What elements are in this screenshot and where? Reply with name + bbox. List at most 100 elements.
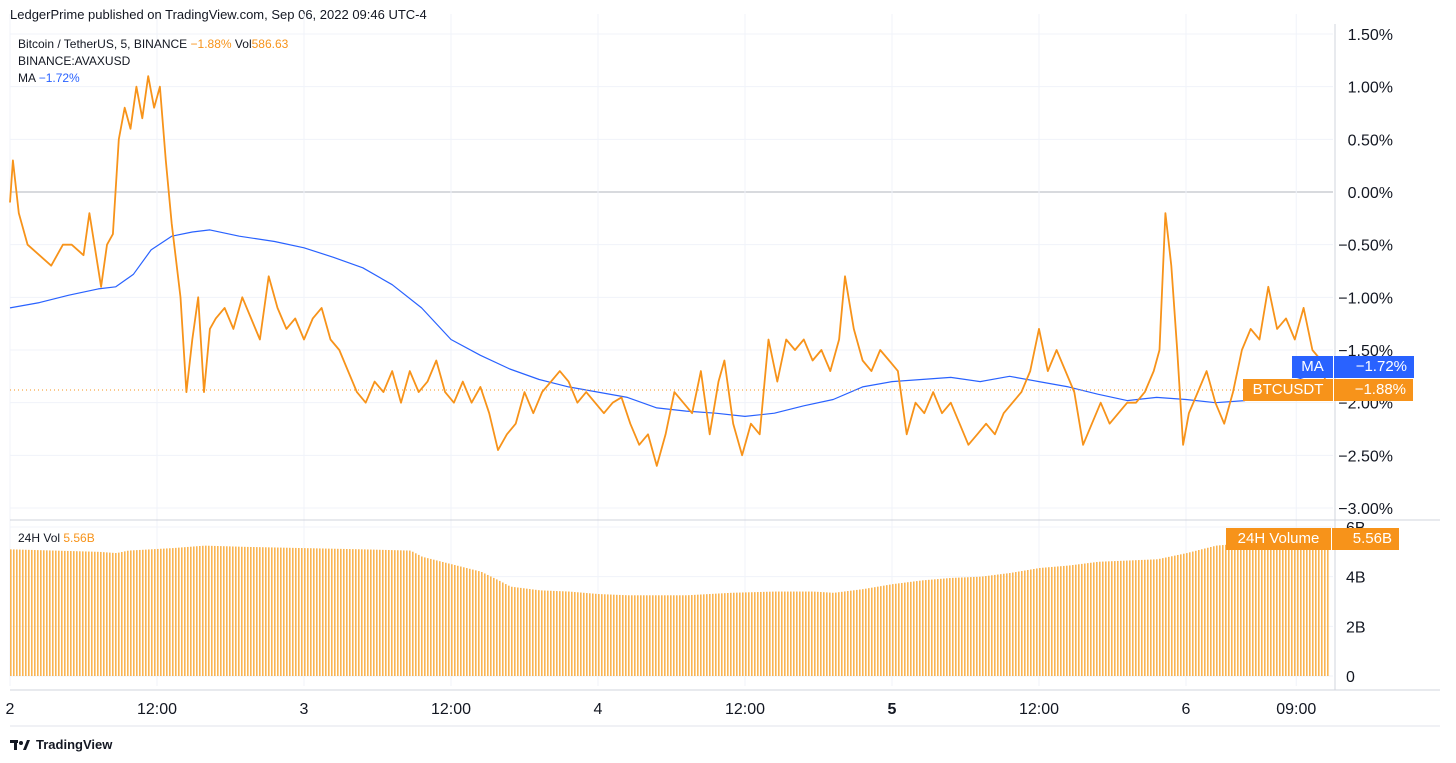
- volume-bar: [67, 550, 69, 676]
- volume-bar: [340, 548, 342, 676]
- volume-bar: [781, 591, 783, 676]
- volume-bar: [799, 591, 801, 676]
- volume-bar: [175, 547, 177, 676]
- volume-bar: [964, 577, 966, 676]
- volume-bar: [334, 548, 336, 676]
- volume-bar: [1327, 539, 1329, 676]
- volume-bar: [22, 549, 24, 676]
- volume-bar: [1168, 556, 1170, 676]
- volume-bar: [454, 565, 456, 676]
- volume-bar: [886, 585, 888, 676]
- volume-bar: [910, 581, 912, 676]
- volume-bar: [1039, 567, 1041, 676]
- volume-bar: [1186, 553, 1188, 676]
- volume-bar: [1273, 541, 1275, 676]
- volume-bar: [139, 549, 141, 676]
- ma-line: [9, 229, 1328, 417]
- volume-bar: [1276, 541, 1278, 676]
- volume-bar: [499, 580, 501, 676]
- volume-bar: [502, 582, 504, 676]
- legend-ma[interactable]: MA −1.72%: [18, 71, 80, 85]
- volume-bar: [595, 593, 597, 676]
- volume-bar: [418, 554, 420, 676]
- volume-bar: [127, 550, 129, 676]
- volume-bar: [1288, 541, 1290, 676]
- legend-compare[interactable]: BINANCE:AVAXUSD: [18, 54, 130, 68]
- volume-bar: [1192, 551, 1194, 676]
- volume-bar: [112, 552, 114, 676]
- volume-bar: [1165, 557, 1167, 676]
- volume-bar: [949, 578, 951, 676]
- volume-bar: [436, 560, 438, 676]
- volume-bar: [292, 547, 294, 676]
- volume-bar: [40, 550, 42, 676]
- volume-bar: [802, 591, 804, 676]
- volume-bar: [265, 547, 267, 676]
- volume-bar: [184, 547, 186, 676]
- volume-bar: [1000, 574, 1002, 676]
- volume-bar: [1258, 542, 1260, 676]
- volume-bar: [619, 594, 621, 676]
- volume-bar: [844, 591, 846, 676]
- volume-bar: [544, 590, 546, 676]
- volume-bar: [883, 585, 885, 676]
- volume-bar: [613, 594, 615, 676]
- volume-bar: [1129, 560, 1131, 676]
- btc-tag-value: −1.88%: [1333, 379, 1413, 401]
- volume-bar: [28, 549, 30, 676]
- volume-bar: [46, 550, 48, 676]
- volume-bar: [166, 548, 168, 676]
- volume-bar: [1138, 560, 1140, 676]
- price-tick-label: 1.50%: [1348, 27, 1393, 44]
- volume-bar: [451, 564, 453, 676]
- volume-bar: [196, 546, 198, 676]
- volume-bar: [1081, 563, 1083, 676]
- volume-bar: [1123, 560, 1125, 676]
- volume-bar: [400, 550, 402, 676]
- volume-bar: [1006, 573, 1008, 676]
- legend-main[interactable]: Bitcoin / TetherUS, 5, BINANCE −1.88% Vo…: [18, 37, 288, 51]
- volume-bar: [622, 595, 624, 676]
- ma-tag-value: −1.72%: [1333, 356, 1414, 378]
- volume-bar: [118, 552, 120, 676]
- volume-bar: [700, 594, 702, 676]
- volume-bar: [805, 591, 807, 676]
- volume-bar: [484, 573, 486, 676]
- volume-bar: [1051, 566, 1053, 676]
- tradingview-footer[interactable]: TradingView: [10, 737, 112, 752]
- volume-bar: [922, 580, 924, 676]
- volume-bar: [298, 547, 300, 676]
- volume-bar: [256, 547, 258, 676]
- volume-bar: [1303, 540, 1305, 676]
- price-tick-label: −1.00%: [1338, 290, 1393, 307]
- volume-bar: [1027, 570, 1029, 676]
- volume-bar: [364, 549, 366, 676]
- volume-tag-label: 24H Volume: [1226, 528, 1331, 550]
- volume-bar: [934, 579, 936, 676]
- volume-bar: [664, 595, 666, 676]
- volume-bar: [712, 593, 714, 676]
- legend-24h-vol[interactable]: 24H Vol 5.56B: [18, 531, 95, 545]
- volume-bar: [442, 561, 444, 676]
- volume-bar: [1099, 561, 1101, 676]
- volume-bar: [838, 592, 840, 676]
- volume-bar: [187, 546, 189, 676]
- volume-bar: [1144, 559, 1146, 676]
- volume-bar: [172, 548, 174, 676]
- volume-bar: [283, 547, 285, 676]
- volume-bar: [433, 559, 435, 676]
- volume-bar: [874, 587, 876, 676]
- volume-bar: [652, 595, 654, 676]
- volume-bar: [133, 550, 135, 676]
- volume-bar: [124, 551, 126, 676]
- volume-bar: [1225, 544, 1227, 676]
- time-tick-label: 4: [594, 701, 603, 718]
- volume-bar: [970, 577, 972, 676]
- volume-bar: [121, 551, 123, 676]
- volume-bar: [469, 568, 471, 676]
- volume-bar: [52, 550, 54, 676]
- volume-bar: [1072, 565, 1074, 676]
- volume-bar: [295, 547, 297, 676]
- volume-bar: [646, 595, 648, 676]
